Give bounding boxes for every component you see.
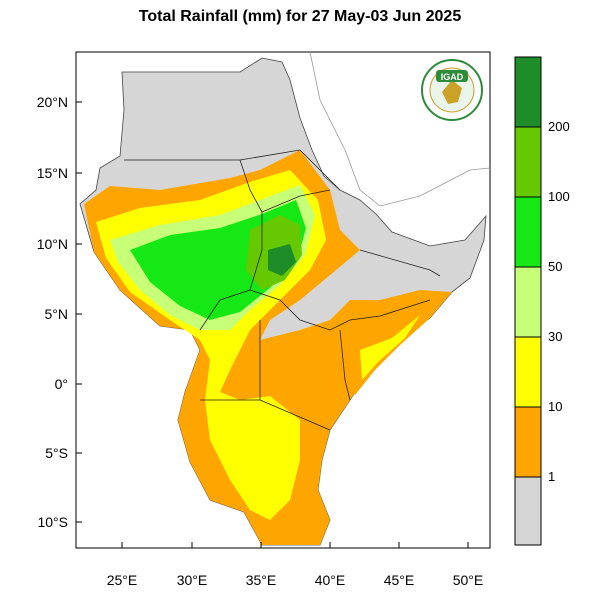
colorbar-label-100: 100 — [548, 189, 570, 204]
rain-zone-east-coast-yellow — [360, 315, 420, 380]
colorbar-label-200: 200 — [548, 119, 570, 134]
axis-ticks — [76, 101, 469, 548]
lat-label-10n: 10°N — [36, 236, 68, 252]
lon-label-30e: 30°E — [176, 572, 208, 588]
colorbar-label-30: 30 — [548, 329, 563, 344]
colorbar — [514, 56, 542, 546]
lon-label-35e: 35°E — [245, 572, 277, 588]
coastline-arabia — [309, 51, 491, 207]
lon-label-50e: 50°E — [452, 572, 484, 588]
rain-zone-over-200mm — [268, 244, 296, 276]
colorbar-label-1: 1 — [548, 469, 556, 484]
lon-label-40e: 40°E — [314, 572, 346, 588]
lon-label-25e: 25°E — [106, 572, 138, 588]
logo-text: IGAD — [441, 72, 464, 82]
lat-label-5n: 5°N — [44, 306, 69, 322]
country-borders — [124, 149, 441, 431]
lat-label-0: 0° — [54, 376, 68, 392]
lon-label-45e: 45°E — [383, 572, 415, 588]
igad-logo: IGAD — [421, 59, 483, 121]
colorbar-label-10: 10 — [548, 399, 563, 414]
lat-label-20n: 20°N — [36, 94, 68, 110]
lat-label-10s: 10°S — [37, 514, 68, 530]
lat-label-15n: 15°N — [36, 165, 68, 181]
map-title: Total Rainfall (mm) for 27 May-03 Jun 20… — [138, 8, 462, 25]
lat-label-5s: 5°S — [45, 445, 68, 461]
colorbar-label-50: 50 — [548, 259, 563, 274]
